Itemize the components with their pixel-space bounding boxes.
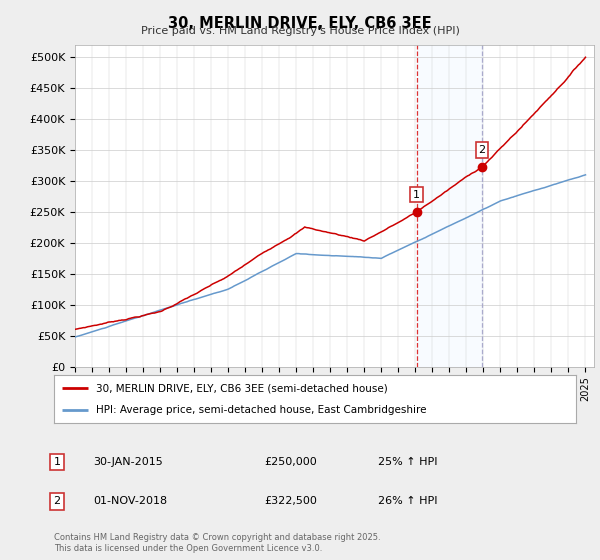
Text: £322,500: £322,500 [264, 496, 317, 506]
Text: £250,000: £250,000 [264, 457, 317, 467]
Text: 01-NOV-2018: 01-NOV-2018 [93, 496, 167, 506]
Text: 30-JAN-2015: 30-JAN-2015 [93, 457, 163, 467]
Text: 2: 2 [53, 496, 61, 506]
Text: 1: 1 [413, 190, 420, 200]
Text: Contains HM Land Registry data © Crown copyright and database right 2025.
This d: Contains HM Land Registry data © Crown c… [54, 533, 380, 553]
Text: 2: 2 [478, 144, 485, 155]
Text: 1: 1 [53, 457, 61, 467]
Text: 25% ↑ HPI: 25% ↑ HPI [378, 457, 437, 467]
Bar [416, 45, 482, 367]
Text: HPI: Average price, semi-detached house, East Cambridgeshire: HPI: Average price, semi-detached house,… [96, 405, 426, 415]
Text: 30, MERLIN DRIVE, ELY, CB6 3EE (semi-detached house): 30, MERLIN DRIVE, ELY, CB6 3EE (semi-det… [96, 383, 388, 393]
Text: 26% ↑ HPI: 26% ↑ HPI [378, 496, 437, 506]
Text: 30, MERLIN DRIVE, ELY, CB6 3EE: 30, MERLIN DRIVE, ELY, CB6 3EE [168, 16, 432, 31]
Text: Price paid vs. HM Land Registry's House Price Index (HPI): Price paid vs. HM Land Registry's House … [140, 26, 460, 36]
